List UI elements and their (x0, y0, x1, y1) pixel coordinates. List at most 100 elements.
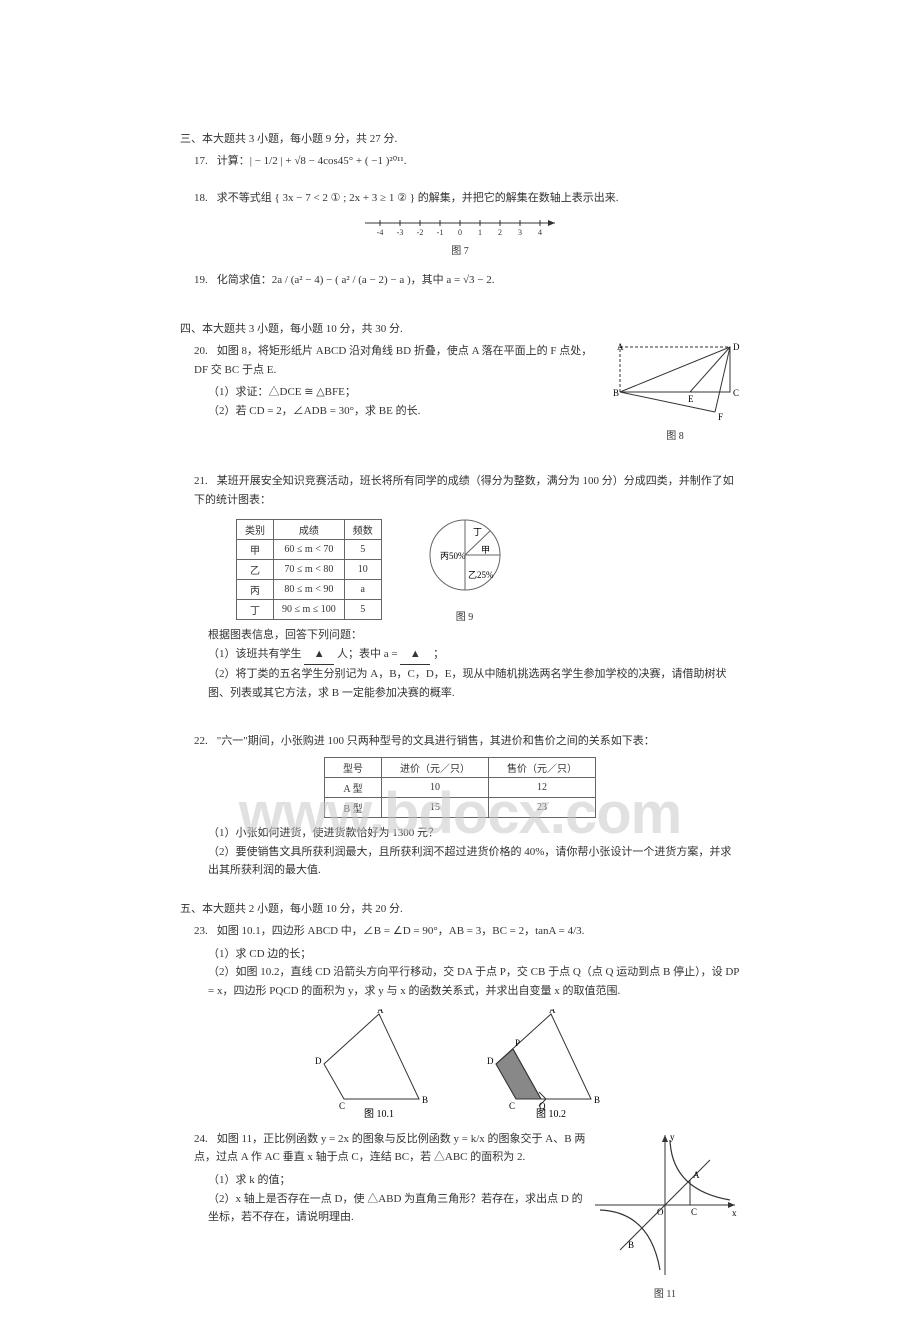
svg-text:A: A (617, 342, 624, 352)
grade-th-2: 频数 (344, 520, 381, 540)
svg-text:D: D (315, 1056, 322, 1066)
pr-0-1: 10 (382, 777, 489, 797)
p22-text: "六一"期间，小张购进 100 只两种型号的文具进行销售，其进价和售价之间的关系… (217, 735, 655, 747)
svg-text:-4: -4 (377, 228, 384, 237)
p21-sub2: （2）将丁类的五名学生分别记为 A，B，C，D，E，现从中随机挑选两名学生参加学… (208, 665, 740, 702)
fig10-wrap: A B C D 图 10.1 A B C D P Q 图 10.2 (180, 1009, 740, 1122)
problem-22: 22. "六一"期间，小张购进 100 只两种型号的文具进行销售，其进价和售价之… (194, 732, 740, 751)
p22-sub2: （2）要使销售文具所获利润最大，且所获利润不超过进货价格的 40%，请你帮小张设… (208, 843, 740, 880)
problem-17: 17. 计算：| − 1/2 | + √8 − 4cos45° + ( −1 )… (194, 152, 740, 171)
gr-1-2: 10 (344, 560, 381, 580)
svg-text:丙50%: 丙50% (440, 551, 466, 561)
svg-text:C: C (509, 1101, 515, 1111)
problem-19: 19. 化简求值：2a / (a² − 4) − ( a² / (a − 2) … (194, 271, 740, 290)
fig7-label: 图 7 (180, 242, 740, 257)
svg-text:1: 1 (478, 228, 482, 237)
pr-1-0: B 型 (325, 797, 382, 817)
svg-text:x: x (732, 1208, 737, 1218)
blank-1: ▲ (304, 645, 334, 665)
section-4-header: 四、本大题共 3 小题，每小题 10 分，共 30 分. (180, 320, 740, 336)
price-th-0: 型号 (325, 757, 382, 777)
svg-text:图 10.2: 图 10.2 (536, 1108, 566, 1119)
gr-2-1: 80 ≤ m < 90 (274, 580, 345, 600)
p23-sub1: （1）求 CD 边的长； (208, 945, 740, 964)
svg-text:B: B (422, 1095, 428, 1105)
p21-s1c: ； (433, 648, 444, 660)
problem-21: 21. 某班开展安全知识竞赛活动，班长将所有同学的成绩（得分为整数，满分为 10… (194, 472, 740, 509)
svg-text:C: C (691, 1207, 697, 1217)
svg-text:A: A (377, 1009, 384, 1015)
gr-0-2: 5 (344, 540, 381, 560)
p22-sub1: （1）小张如何进货，使进货款恰好为 1300 元？ (208, 824, 740, 843)
gr-2-2: a (344, 580, 381, 600)
pr-0-0: A 型 (325, 777, 382, 797)
svg-text:P: P (515, 1038, 520, 1048)
p21-s1b: 人；表中 a = (337, 648, 398, 660)
price-th-1: 进价（元／只） (382, 757, 489, 777)
p23-sub2: （2）如图 10.2，直线 CD 沿箭头方向平行移动，交 DA 于点 P，交 C… (208, 963, 740, 1000)
p19-num: 19. (194, 271, 214, 290)
svg-text:F: F (718, 412, 723, 422)
svg-text:3: 3 (518, 228, 522, 237)
svg-text:D: D (733, 342, 740, 352)
svg-text:-2: -2 (417, 228, 424, 237)
svg-text:E: E (688, 394, 694, 404)
grade-table: 类别 成绩 频数 甲60 ≤ m < 705 乙70 ≤ m < 8010 丙8… (236, 519, 382, 620)
problem-18: 18. 求不等式组 { 3x − 7 < 2 ① ; 2x + 3 ≥ 1 ② … (194, 189, 740, 208)
p18-text: 求不等式组 { 3x − 7 < 2 ① ; 2x + 3 ≥ 1 ② } 的解… (217, 192, 619, 204)
pr-0-2: 12 (489, 777, 596, 797)
gr-3-2: 5 (344, 600, 381, 620)
grade-th-1: 成绩 (274, 520, 345, 540)
svg-text:2: 2 (498, 228, 502, 237)
svg-text:A: A (549, 1009, 556, 1015)
svg-text:C: C (733, 388, 739, 398)
p21-text: 某班开展安全知识竞赛活动，班长将所有同学的成绩（得分为整数，满分为 100 分）… (194, 475, 734, 506)
p19-text: 化简求值：2a / (a² − 4) − ( a² / (a − 2) − a … (217, 274, 495, 286)
svg-text:图 10.1: 图 10.1 (364, 1108, 394, 1119)
p22-num: 22. (194, 732, 214, 751)
svg-text:B: B (613, 388, 619, 398)
p21-after: 根据图表信息，回答下列问题： (208, 626, 740, 645)
gr-1-0: 乙 (237, 560, 274, 580)
p23-num: 23. (194, 922, 214, 941)
gr-0-1: 60 ≤ m < 70 (274, 540, 345, 560)
svg-text:0: 0 (458, 228, 462, 237)
p24-num: 24. (194, 1130, 214, 1149)
section-5-header: 五、本大题共 2 小题，每小题 10 分，共 20 分. (180, 900, 740, 916)
p20-num: 20. (194, 342, 214, 361)
problem-23: 23. 如图 10.1，四边形 ABCD 中，∠B = ∠D = 90°，AB … (194, 922, 740, 941)
svg-text:D: D (487, 1056, 494, 1066)
p23-text: 如图 10.1，四边形 ABCD 中，∠B = ∠D = 90°，AB = 3，… (217, 925, 585, 937)
price-th-2: 售价（元／只） (489, 757, 596, 777)
svg-text:甲: 甲 (481, 545, 490, 555)
p21-num: 21. (194, 472, 214, 491)
svg-text:A: A (693, 1170, 700, 1180)
svg-text:C: C (339, 1101, 345, 1111)
p17-text: 计算：| − 1/2 | + √8 − 4cos45° + ( −1 )²⁰¹¹… (217, 155, 407, 167)
svg-text:B: B (594, 1095, 600, 1105)
fig11-label: 图 11 (590, 1285, 740, 1300)
svg-text:-1: -1 (437, 228, 444, 237)
svg-text:O: O (657, 1207, 664, 1217)
fig8-wrap: A D B C E F 图 8 (610, 342, 740, 442)
pr-1-1: 15 (382, 797, 489, 817)
p24-text: 如图 11，正比例函数 y = 2x 的图象与反比例函数 y = k/x 的图象… (194, 1133, 585, 1164)
blank-2: ▲ (400, 645, 430, 665)
p21-s1a: （1）该班共有学生 (208, 648, 302, 660)
svg-text:4: 4 (538, 228, 542, 237)
grade-th-0: 类别 (237, 520, 274, 540)
p21-sub1: （1）该班共有学生 ▲ 人；表中 a = ▲ ； (208, 645, 740, 665)
svg-text:y: y (670, 1132, 675, 1142)
price-table: 型号 进价（元／只） 售价（元／只） A 型1012 B 型1523 (324, 757, 596, 818)
p20-text: 如图 8，将矩形纸片 ABCD 沿对角线 BD 折叠，使点 A 落在平面上的 F… (194, 345, 592, 376)
svg-text:丁: 丁 (473, 527, 482, 537)
pr-1-2: 23 (489, 797, 596, 817)
svg-text:-3: -3 (397, 228, 404, 237)
section-3-header: 三、本大题共 3 小题，每小题 9 分，共 27 分. (180, 130, 740, 146)
fig9-label: 图 9 (415, 608, 515, 623)
svg-text:乙25%: 乙25% (468, 570, 494, 580)
gr-1-1: 70 ≤ m < 80 (274, 560, 345, 580)
number-line-figure: -4 -3 -2 -1 0 1 2 3 4 图 7 (180, 215, 740, 257)
svg-text:B: B (628, 1240, 634, 1250)
gr-2-0: 丙 (237, 580, 274, 600)
